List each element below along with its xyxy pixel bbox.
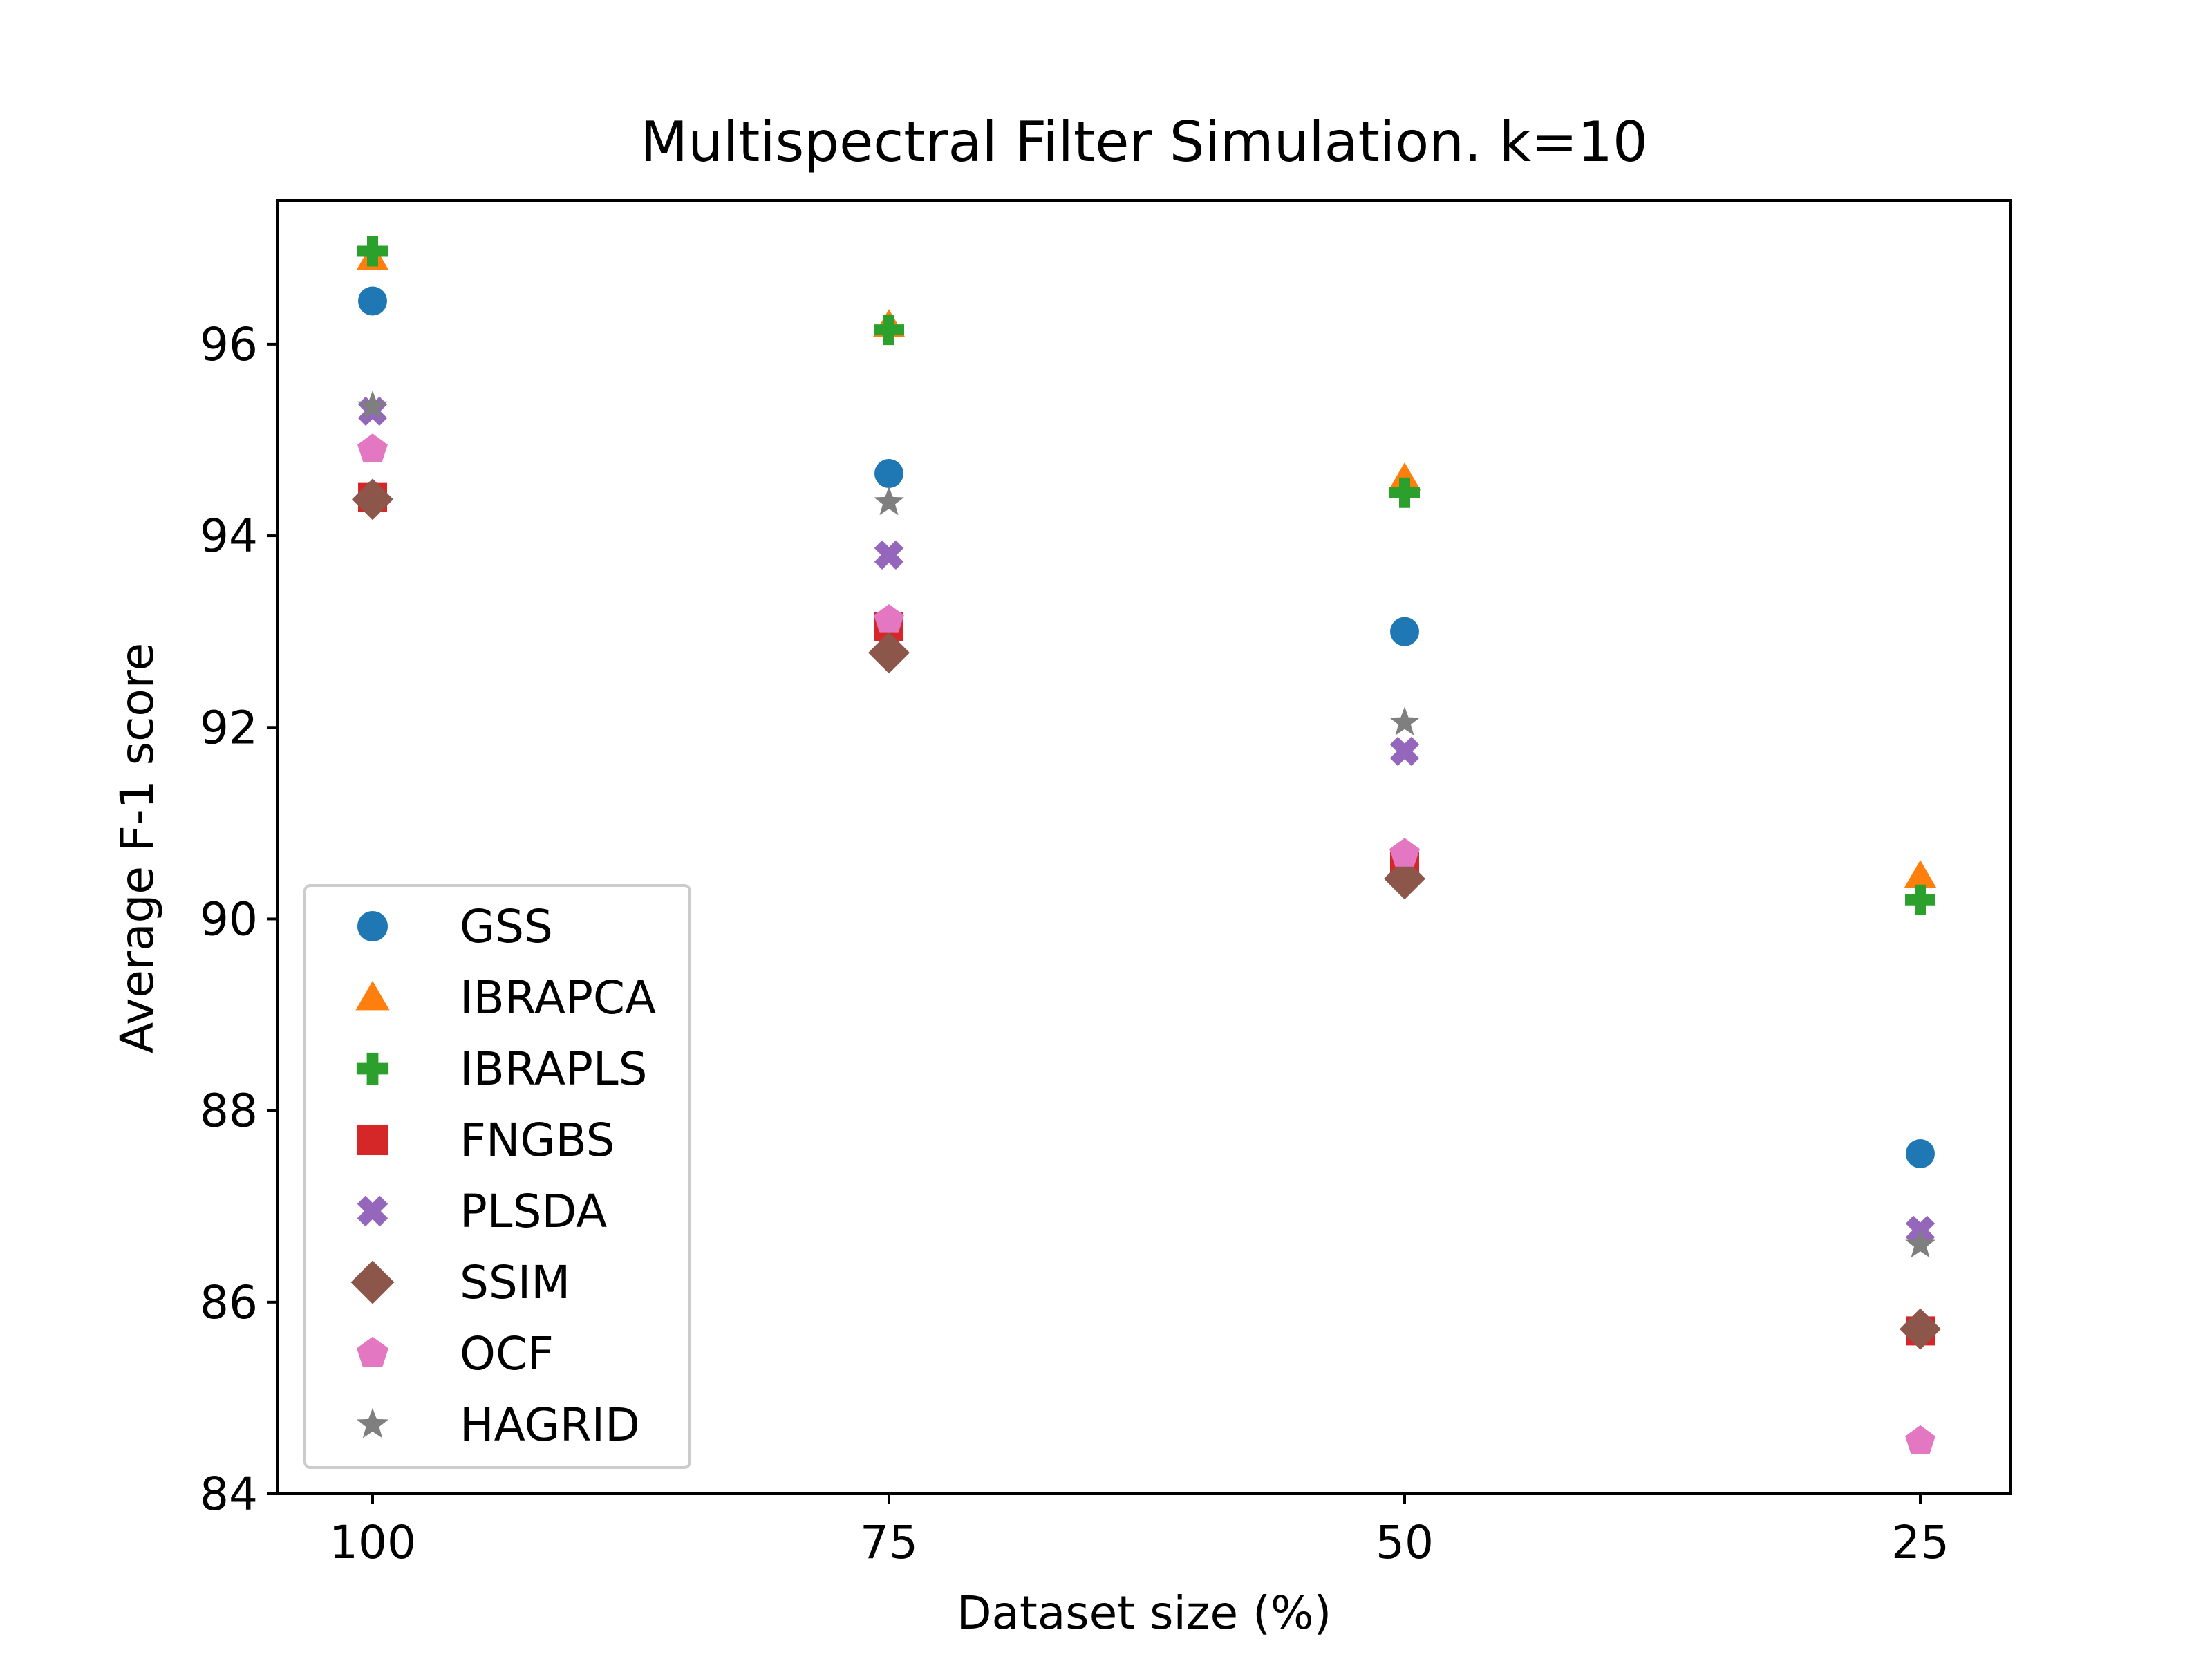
legend-label: HAGRID bbox=[460, 1398, 640, 1452]
y-axis-label: Average F-1 score bbox=[111, 643, 164, 1053]
legend-marker bbox=[356, 1052, 389, 1085]
legend-label: GSS bbox=[460, 900, 553, 953]
series-ocf bbox=[357, 433, 1936, 1454]
legend-item-ocf: OCF bbox=[357, 1327, 554, 1380]
legend-box bbox=[303, 884, 691, 1469]
x-axis-label: Dataset size (%) bbox=[957, 1586, 1332, 1640]
legend-item-ssim: SSIM bbox=[350, 1256, 570, 1309]
x-tick-label: 50 bbox=[1376, 1516, 1434, 1569]
x-tick-label: 100 bbox=[329, 1516, 416, 1569]
series-gss bbox=[358, 286, 1935, 1168]
data-point bbox=[352, 478, 393, 521]
legend-item-gss: GSS bbox=[357, 900, 553, 953]
data-point bbox=[874, 604, 904, 633]
y-axis: 84 86 88 90 92 94 96 bbox=[200, 318, 277, 1521]
data-point bbox=[1388, 462, 1421, 491]
data-point bbox=[1905, 1228, 1936, 1258]
data-point bbox=[1905, 884, 1936, 915]
data-point bbox=[874, 458, 903, 488]
legend-marker bbox=[357, 1195, 388, 1227]
legend-marker bbox=[357, 910, 388, 942]
legend-item-plsda: PLSDA bbox=[357, 1185, 607, 1238]
data-point bbox=[1389, 736, 1420, 767]
y-tick-label: 94 bbox=[200, 509, 258, 563]
data-point bbox=[1904, 860, 1937, 888]
data-point bbox=[358, 286, 387, 316]
data-point bbox=[874, 486, 904, 516]
legend-marker bbox=[355, 980, 390, 1011]
data-point bbox=[357, 433, 388, 462]
data-point bbox=[1905, 1425, 1936, 1454]
legend-marker bbox=[357, 1336, 388, 1367]
data-points bbox=[352, 236, 1941, 1454]
data-point bbox=[1389, 706, 1420, 735]
y-tick-label: 96 bbox=[200, 318, 258, 371]
y-tick-label: 86 bbox=[200, 1276, 258, 1329]
data-point bbox=[1384, 858, 1425, 900]
x-tick-label: 25 bbox=[1891, 1516, 1949, 1569]
data-point bbox=[1906, 1138, 1935, 1168]
plot-area-frame bbox=[276, 199, 2012, 1495]
y-tick-label: 90 bbox=[200, 892, 258, 946]
y-tick-label: 88 bbox=[200, 1085, 258, 1138]
legend-marker bbox=[357, 1407, 388, 1438]
data-point bbox=[357, 236, 388, 267]
series-hagrid bbox=[357, 391, 1936, 1258]
legend-label: PLSDA bbox=[460, 1185, 607, 1238]
x-tick-label: 75 bbox=[860, 1516, 918, 1569]
x-axis: 100 75 50 25 bbox=[329, 1494, 1949, 1569]
data-point bbox=[874, 315, 904, 346]
legend-label: IBRAPCA bbox=[460, 971, 656, 1024]
legend-item-hagrid: HAGRID bbox=[357, 1398, 640, 1452]
series-ibrapls bbox=[357, 236, 1936, 915]
y-tick-label: 92 bbox=[200, 701, 258, 754]
legend-item-fngbs: FNGBS bbox=[357, 1114, 615, 1167]
data-point bbox=[1389, 477, 1420, 508]
legend-marker bbox=[357, 1124, 388, 1156]
data-point bbox=[1389, 838, 1420, 867]
data-point bbox=[868, 632, 910, 674]
data-point bbox=[357, 391, 388, 420]
y-tick-label: 84 bbox=[200, 1468, 258, 1521]
legend-item-ibrapls: IBRAPLS bbox=[356, 1042, 648, 1096]
legend-item-ibrapca: IBRAPCA bbox=[355, 971, 656, 1024]
legend-marker bbox=[350, 1260, 395, 1304]
data-point bbox=[1390, 617, 1419, 646]
legend-label: SSIM bbox=[460, 1256, 570, 1309]
legend-label: OCF bbox=[460, 1327, 554, 1380]
series-ssim bbox=[352, 478, 1941, 1350]
legend-label: IBRAPLS bbox=[460, 1042, 648, 1096]
legend-label: FNGBS bbox=[460, 1114, 615, 1167]
data-point bbox=[874, 540, 904, 570]
data-point bbox=[1900, 1308, 1941, 1350]
legend: GSS IBRAPCA IBRAPLS FNGBS PLSDA SSIM OCF HAGRID bbox=[303, 884, 691, 1469]
chart-title: Multispectral Filter Simulation. k=10 bbox=[640, 110, 1648, 174]
